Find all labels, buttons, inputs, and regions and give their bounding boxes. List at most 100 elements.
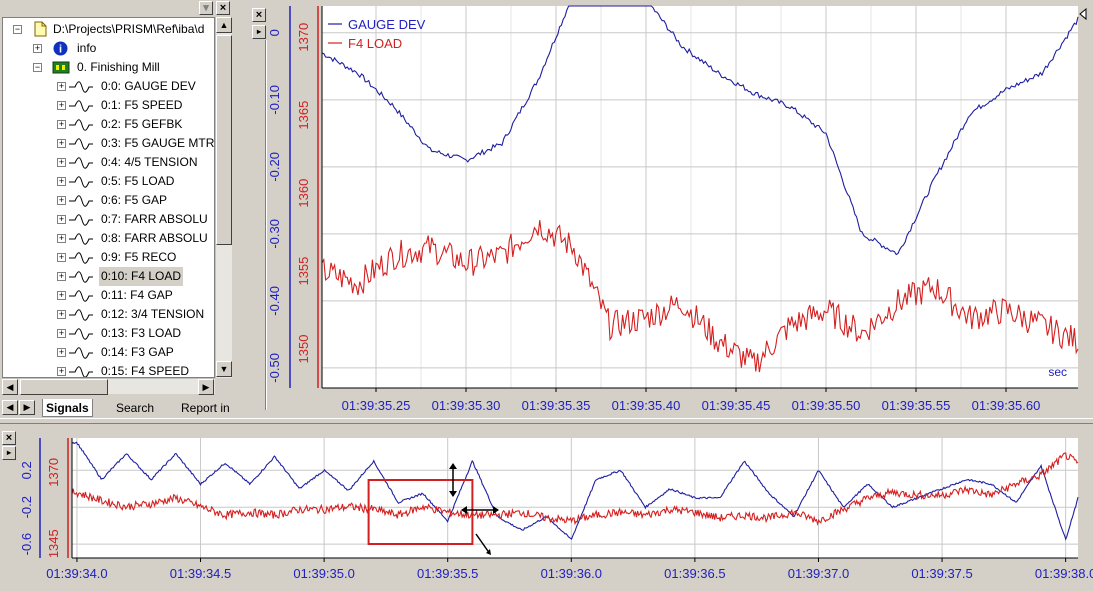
plus-icon[interactable]: + <box>57 81 66 91</box>
overview-right-axis: 1370 1345 <box>46 438 69 558</box>
signal-tree[interactable]: − D:\Projects\PRISM\Ref\iba\d + i info − <box>2 17 215 378</box>
plus-icon[interactable]: + <box>57 366 66 376</box>
scroll-up-button[interactable]: ▲ <box>216 17 232 33</box>
signal-item-label: 0:0: GAUGE DEV <box>101 79 196 93</box>
tab-search[interactable]: Search <box>116 401 155 415</box>
signal-item[interactable]: +0:2: F5 GEFBK <box>3 115 214 134</box>
tree-info-row[interactable]: + i info <box>3 39 214 58</box>
plus-icon[interactable]: + <box>57 309 66 319</box>
tree-horizontal-scrollbar[interactable]: ◀ ▶ <box>2 378 215 395</box>
plus-icon[interactable]: + <box>57 252 66 262</box>
waveform-icon <box>69 138 93 150</box>
window-separator[interactable] <box>0 418 1093 424</box>
signal-item-label: 0:7: FARR ABSOLU <box>101 212 208 226</box>
graph-splitter[interactable] <box>265 40 267 410</box>
x-tick-label: 01:39:35.40 <box>612 398 681 413</box>
close-icon: × <box>219 2 227 14</box>
zoom-window-rect[interactable] <box>367 479 474 545</box>
waveform-icon <box>69 328 93 340</box>
close-icon: × <box>5 432 13 444</box>
signal-item[interactable]: +0:11: F4 GAP <box>3 286 214 305</box>
signal-item[interactable]: +0:6: F5 GAP <box>3 191 214 210</box>
close-overview-button[interactable]: × <box>2 431 16 445</box>
left-y-tick-label: -0.10 <box>268 85 282 115</box>
expand-graph-button[interactable]: ▸ <box>252 25 266 39</box>
plus-icon[interactable]: + <box>57 233 66 243</box>
signal-item-label: 0:14: F3 GAP <box>101 345 174 359</box>
tab-signals[interactable]: Signals <box>42 399 93 417</box>
right-y-tick-label: 1370 <box>296 23 311 52</box>
signal-item[interactable]: +0:9: F5 RECO <box>3 248 214 267</box>
marker-arrow-icon[interactable] <box>1079 7 1087 21</box>
close-graph-button[interactable]: × <box>252 8 266 22</box>
collapse-panel-button[interactable]: ▾ <box>199 1 213 15</box>
tree-group-row[interactable]: − 0. Finishing Mill <box>3 58 214 77</box>
tab-report[interactable]: Report in <box>181 401 230 415</box>
signal-item-label: 0:8: FARR ABSOLU <box>101 231 208 245</box>
signal-item[interactable]: +0:1: F5 SPEED <box>3 96 214 115</box>
signal-item[interactable]: +0:13: F3 LOAD <box>3 324 214 343</box>
signal-item[interactable]: +0:12: 3/4 TENSION <box>3 305 214 324</box>
tab-prev-button[interactable]: ◀ <box>2 400 18 415</box>
x-tick-label: 01:39:35.25 <box>342 398 411 413</box>
tree-root-row[interactable]: − D:\Projects\PRISM\Ref\iba\d <box>3 20 214 39</box>
overview-plot-area[interactable] <box>72 438 1078 558</box>
right-axis: 1370 1365 1360 1355 1350 <box>296 6 319 388</box>
plot-area[interactable] <box>322 6 1078 388</box>
x-tick-label: 01:39:35.35 <box>522 398 591 413</box>
signal-item[interactable]: +0:14: F3 GAP <box>3 343 214 362</box>
tree-vscroll-thumb[interactable] <box>216 35 232 245</box>
signal-item[interactable]: +0:10: F4 LOAD <box>3 267 214 286</box>
signal-item[interactable]: +0:4: 4/5 TENSION <box>3 153 214 172</box>
plus-icon[interactable]: + <box>57 176 66 186</box>
scroll-down-button[interactable]: ▼ <box>216 361 232 377</box>
left-y-tick-label: -0.2 <box>19 496 34 518</box>
series-line <box>71 452 1079 527</box>
signal-item-label: 0:6: F5 GAP <box>101 193 168 207</box>
plus-icon[interactable]: + <box>33 43 42 53</box>
tree-hscroll-thumb[interactable] <box>20 379 108 395</box>
plus-icon[interactable]: + <box>57 195 66 205</box>
plus-icon[interactable]: + <box>57 347 66 357</box>
x-axis: 01:39:35.25 01:39:35.30 01:39:35.35 01:39:3… <box>342 388 1040 413</box>
waveform-icon <box>69 347 93 359</box>
plus-icon[interactable]: + <box>57 214 66 224</box>
plus-icon[interactable]: + <box>57 138 66 148</box>
waveform-icon <box>69 290 93 302</box>
signal-item[interactable]: +0:8: FARR ABSOLU <box>3 229 214 248</box>
signal-item[interactable]: +0:7: FARR ABSOLU <box>3 210 214 229</box>
plus-icon[interactable]: + <box>57 100 66 110</box>
left-y-tick-label: -0.30 <box>268 219 282 249</box>
x-tick-label: 01:39:34.0 <box>46 566 107 581</box>
signal-item[interactable]: +0:15: F4 SPEED <box>3 362 214 377</box>
signal-item[interactable]: +0:3: F5 GAUGE MTR <box>3 134 215 153</box>
scroll-right-button[interactable]: ▶ <box>198 379 214 395</box>
plus-icon[interactable]: + <box>57 157 66 167</box>
signal-item[interactable]: +0:0: GAUGE DEV <box>3 77 214 96</box>
x-tick-label: 01:39:35.5 <box>417 566 478 581</box>
close-panel-button[interactable]: × <box>216 1 230 15</box>
plus-icon[interactable]: + <box>57 290 66 300</box>
series-line <box>321 220 1079 373</box>
minus-icon[interactable]: − <box>13 24 22 34</box>
plus-icon[interactable]: + <box>57 119 66 129</box>
waveform-icon <box>69 81 93 93</box>
minus-icon[interactable]: − <box>33 62 42 72</box>
move-arrows-icon[interactable] <box>449 463 499 555</box>
scroll-left-button[interactable]: ◀ <box>2 379 18 395</box>
legend-gauge-dev: GAUGE DEV <box>348 17 426 32</box>
signal-item-label: 0:13: F3 LOAD <box>101 326 182 340</box>
signal-item[interactable]: +0:5: F5 LOAD <box>3 172 214 191</box>
tab-next-button[interactable]: ▶ <box>19 400 35 415</box>
plus-icon[interactable]: + <box>57 271 66 281</box>
waveform-icon <box>69 157 93 169</box>
module-icon <box>52 61 70 74</box>
x-tick-label: 01:39:37.5 <box>911 566 972 581</box>
plus-icon[interactable]: + <box>57 328 66 338</box>
zoomed-chart[interactable]: 0-0.10-0.20-0.30-0.40-0.50 1370136513601… <box>268 0 1093 418</box>
expand-overview-button[interactable]: ▸ <box>2 446 16 460</box>
waveform-icon <box>69 195 93 207</box>
tree-vertical-scrollbar[interactable]: ▲ ▼ <box>215 17 232 378</box>
signal-item-label: 0:3: F5 GAUGE MTR <box>101 136 215 150</box>
